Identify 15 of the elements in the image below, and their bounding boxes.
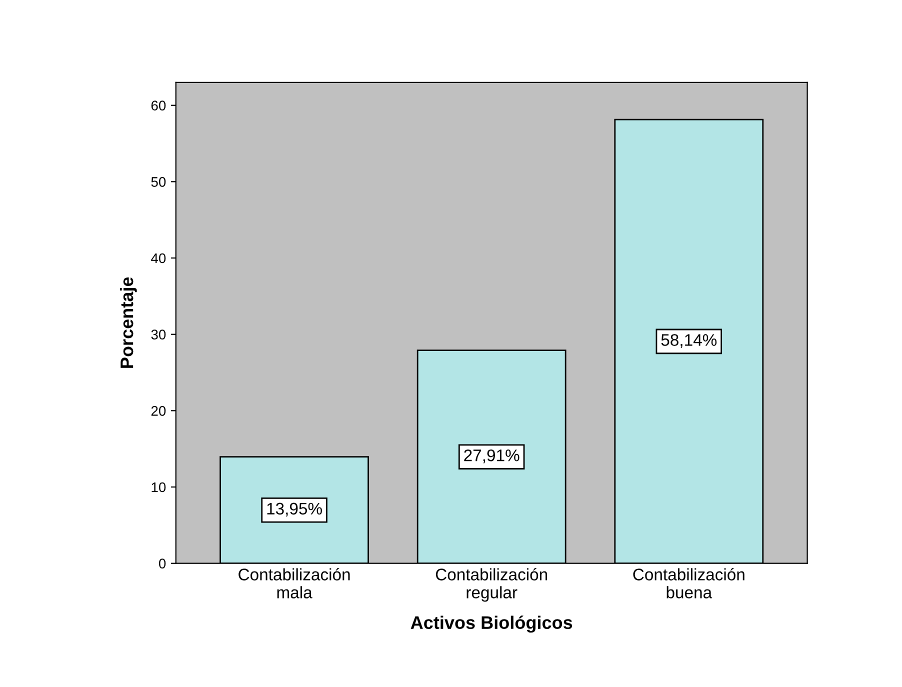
x-tick-label: Contabilización regular	[436, 568, 548, 602]
data-label: 13,95%	[267, 502, 322, 517]
x-tick-label: Contabilización mala	[238, 568, 350, 598]
y-tick-label: 50	[151, 177, 166, 187]
y-tick-label: 40	[151, 253, 166, 264]
y-tick-label: 30	[151, 330, 166, 340]
x-tick-label: Contabilización buena	[633, 568, 744, 598]
x-axis-title: Activos Biológicos	[410, 616, 572, 633]
y-tick-label: 10	[152, 482, 166, 492]
data-label: 58,14%	[661, 334, 717, 348]
data-label: 27,91%	[464, 449, 520, 464]
y-tick-label: 20	[151, 406, 166, 416]
y-tick-label: 0	[158, 558, 166, 569]
y-axis-title: Porcentaje	[120, 277, 137, 368]
y-tick-label: 60	[151, 100, 166, 111]
